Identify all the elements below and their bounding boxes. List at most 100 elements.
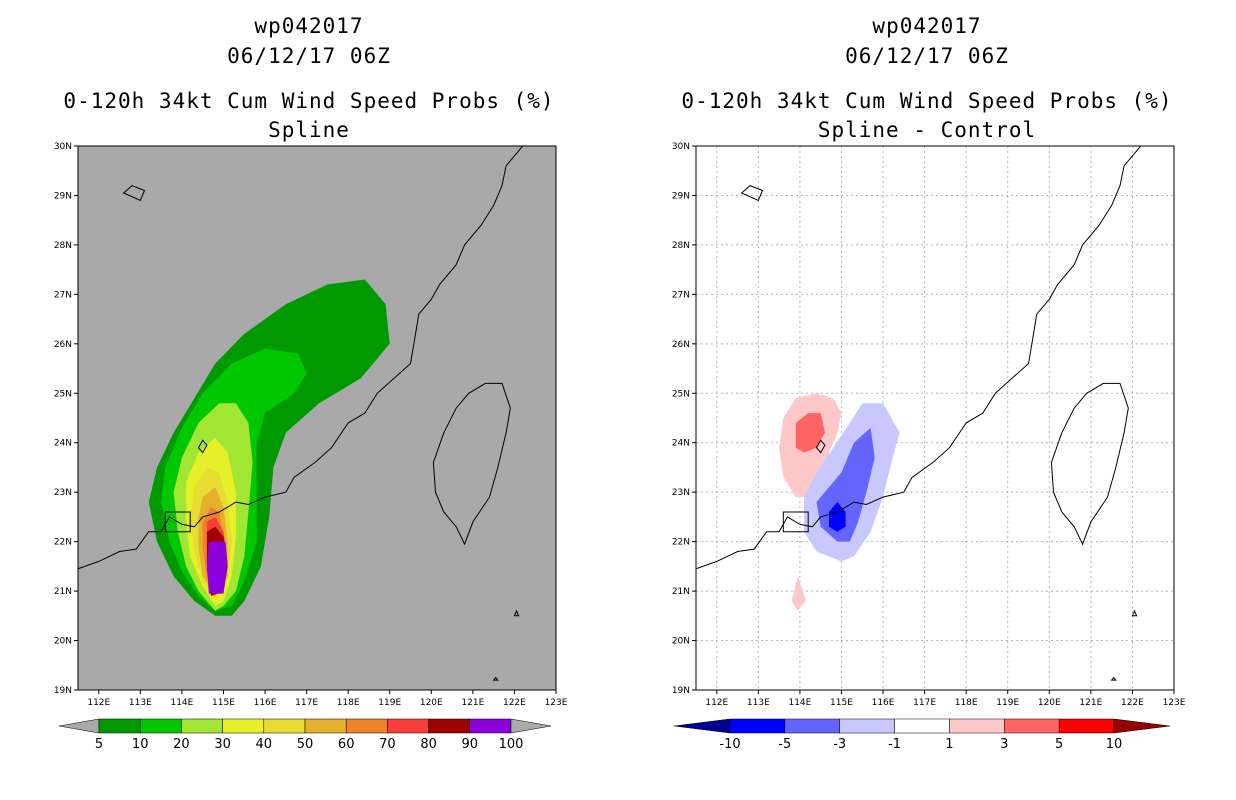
island-outline [782, 511, 809, 533]
y-tick-label: 21N [54, 587, 72, 597]
panel-title-method: Spline [268, 118, 350, 142]
x-tick-label: 114E [170, 698, 193, 708]
plot-frame [77, 145, 557, 691]
colorbar-swatch [949, 718, 1005, 734]
colorbar-over-triangle [510, 718, 552, 734]
taiwan-coastline [1050, 382, 1129, 546]
x-tick-label: 121E [1079, 698, 1102, 708]
colorbar-label: 60 [338, 737, 355, 752]
colorbar-swatch [139, 718, 182, 734]
y-tick-label: 30N [672, 142, 690, 152]
colorbar-label: -1 [888, 737, 901, 752]
y-tick-label: 25N [672, 389, 690, 399]
spline-map-chart: 112E 113E 114E 115E 116E 117E 118E 119E 120E 121E… [54, 142, 568, 752]
colorbar-label: 40 [256, 737, 273, 752]
y-tick-label: 29N [54, 191, 72, 201]
island-outline [815, 439, 826, 454]
y-tick-label: 20N [672, 637, 690, 647]
x-tick-label: 119E [996, 698, 1019, 708]
colorbar-swatch [839, 718, 895, 734]
x-tick-label: 120E [420, 698, 443, 708]
x-tick-label: 115E [212, 698, 235, 708]
colorbar-over-triangle [1113, 718, 1171, 734]
colorbar-swatch [469, 718, 512, 734]
colorbar-swatch [387, 718, 429, 734]
y-tick-label: 21N [672, 587, 690, 597]
x-tick-label: 118E [337, 698, 360, 708]
colorbar-swatch [345, 718, 388, 734]
colorbar-label: 3 [1000, 737, 1008, 752]
y-tick-label: 23N [54, 488, 72, 498]
colorbar-label: 5 [1055, 737, 1063, 752]
difference-map-chart: 112E 113E 114E 115E 116E 117E 118E 119E 120E 121E… [672, 142, 1186, 752]
colorbar-label: 80 [420, 737, 437, 752]
x-tick-label: 118E [955, 698, 978, 708]
x-tick-label: 112E [87, 698, 110, 708]
x-tick-label: 123E [1163, 698, 1186, 708]
x-tick-label: 115E [830, 698, 853, 708]
colorbar-label: 100 [499, 737, 524, 752]
x-tick-label: 114E [788, 698, 811, 708]
y-tick-label: 27N [672, 290, 690, 300]
colorbar-swatch [1058, 718, 1115, 734]
plot-area [696, 146, 1174, 690]
island-outline [1110, 676, 1117, 681]
island-outline [122, 185, 146, 202]
y-tick-label: 24N [54, 439, 72, 449]
y-tick-label: 23N [672, 488, 690, 498]
panel-title-product: 0-120h 34kt Cum Wind Speed Probs (%) [681, 89, 1173, 113]
plot-area [78, 146, 524, 681]
y-tick-label: 26N [672, 340, 690, 350]
colorbar-under-triangle [673, 718, 731, 734]
spline-panel: wp042017 06/12/17 06Z 0-120h 34kt Cum Wi… [54, 14, 568, 752]
island-outline [164, 511, 191, 533]
colorbar-label: -10 [719, 737, 740, 752]
coastline [78, 146, 524, 570]
colorbar-swatch [894, 718, 950, 734]
colorbar-label: 10 [132, 737, 149, 752]
x-tick-label: 117E [913, 698, 936, 708]
island-outline [740, 185, 764, 202]
colorbar-swatch [181, 718, 223, 734]
island-outline [1131, 609, 1138, 617]
x-tick-label: 112E [705, 698, 728, 708]
colorbar-swatch [304, 718, 347, 734]
plot-frame [695, 145, 1175, 691]
colorbar-label: 30 [214, 737, 231, 752]
x-tick-label: 122E [1121, 698, 1144, 708]
y-tick-label: 27N [54, 290, 72, 300]
contour-level-90 [206, 541, 228, 594]
x-tick-label: 122E [503, 698, 526, 708]
x-tick-label: 113E [129, 698, 152, 708]
x-tick-label: 116E [254, 698, 277, 708]
colorbar-swatch [98, 718, 141, 734]
colorbar-label: 90 [462, 737, 479, 752]
colorbar-swatch [1004, 718, 1060, 734]
colorbar-label: 10 [1106, 737, 1123, 752]
x-tick-label: 123E [545, 698, 568, 708]
y-tick-label: 24N [672, 439, 690, 449]
contour-level-1 [791, 576, 807, 611]
plot-background [78, 146, 556, 690]
x-tick-label: 113E [747, 698, 770, 708]
colorbar-swatch [784, 718, 840, 734]
colorbar-label: -3 [833, 737, 846, 752]
y-tick-label: 28N [54, 241, 72, 251]
contour-level-3 [795, 413, 825, 453]
y-tick-label: 19N [54, 686, 72, 696]
colorbar-label: 5 [95, 737, 103, 752]
y-tick-label: 25N [54, 389, 72, 399]
y-tick-label: 22N [672, 538, 690, 548]
y-tick-label: 26N [54, 340, 72, 350]
x-tick-label: 121E [461, 698, 484, 708]
colorbar-swatch [729, 718, 786, 734]
y-tick-label: 30N [54, 142, 72, 152]
colorbar-swatch [428, 718, 471, 734]
y-tick-label: 22N [54, 538, 72, 548]
panel-title-datetime: 06/12/17 06Z [845, 44, 1009, 68]
colorbar-label: 20 [173, 737, 190, 752]
colorbar-label: 70 [379, 737, 396, 752]
difference-panel: wp042017 06/12/17 06Z 0-120h 34kt Cum Wi… [618, 0, 1236, 800]
y-tick-label: 20N [54, 637, 72, 647]
colorbar-label: 1 [945, 737, 953, 752]
